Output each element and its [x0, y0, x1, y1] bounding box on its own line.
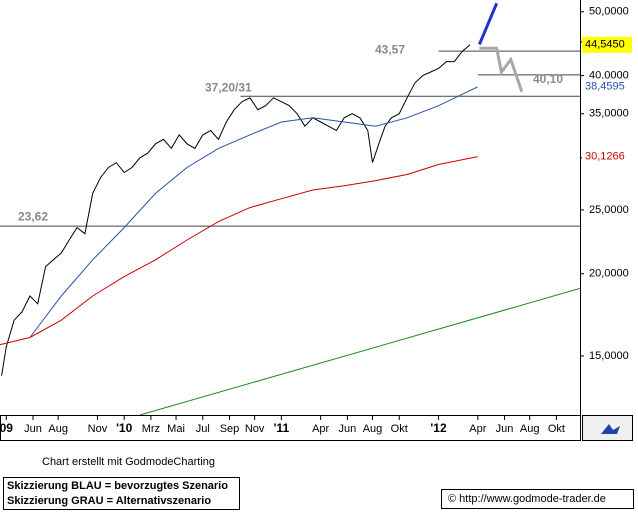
tool-button[interactable] [582, 415, 633, 441]
x-tick-label: Aug [363, 423, 383, 435]
x-tick-label: Nov [245, 423, 265, 435]
series-line [1, 44, 471, 376]
x-tick-label: 09 [0, 421, 13, 435]
x-tick-label: Apr [312, 423, 329, 435]
y-tick-label: 15,0000 [589, 350, 629, 362]
x-tick-label: Apr [469, 423, 486, 435]
x-tick-label: Jun [338, 423, 356, 435]
x-tick-label: Aug [520, 423, 540, 435]
end-label-box [582, 148, 632, 165]
plot-area: 23,62 37,20/31 43,57 40,10 [0, 2, 580, 415]
legend-box [3, 477, 240, 510]
y-tick-label: 25,0000 [589, 204, 629, 216]
end-label-box [582, 78, 632, 95]
end-label-box [582, 36, 632, 53]
x-tick-label: Nov [88, 423, 108, 435]
x-axis-box [0, 415, 581, 441]
scenario-line [479, 46, 524, 93]
y-tick-label: 20,0000 [589, 268, 629, 280]
level-label: 37,20/31 [205, 80, 252, 94]
tool-icon [601, 424, 620, 434]
level-label: 43,57 [375, 42, 405, 56]
x-tick-label: '10 [116, 421, 133, 435]
x-tick-label: Mrz [142, 423, 160, 435]
series-line [0, 156, 478, 346]
series-line [29, 86, 479, 338]
x-tick-label: '11 [274, 421, 290, 435]
credit: Chart erstellt mit GodmodeCharting [42, 456, 215, 468]
level-label: 40,10 [533, 72, 563, 86]
url-box [441, 489, 634, 509]
x-tick-label: '12 [430, 421, 447, 435]
x-tick-label: Jun [496, 423, 514, 435]
y-tick-label: 40,0000 [589, 69, 629, 81]
y-tick-label: 35,0000 [589, 108, 629, 120]
x-tick-label: Okt [391, 423, 408, 435]
x-tick-label: Jun [24, 423, 42, 435]
end-label: 44,5450 [585, 39, 625, 51]
legend-line: Skizzierung BLAU = bevorzugtes Szenario [7, 480, 228, 492]
legend-line: Skizzierung GRAU = Alternativszenario [7, 495, 211, 507]
scenario-line [478, 2, 499, 45]
series-line [139, 287, 580, 415]
x-tick-label: Sep [220, 423, 240, 435]
x-tick-label: Jul [196, 423, 210, 435]
url: © http://www.godmode-trader.de [448, 493, 606, 505]
end-label: 30,1266 [585, 150, 625, 162]
end-label: 38,4595 [585, 81, 625, 93]
x-tick-label: Okt [548, 423, 565, 435]
y-tick-label: 50,0000 [589, 6, 629, 18]
x-tick-label: Mai [167, 423, 185, 435]
x-tick-label: Aug [48, 423, 68, 435]
level-label: 23,62 [18, 209, 48, 223]
